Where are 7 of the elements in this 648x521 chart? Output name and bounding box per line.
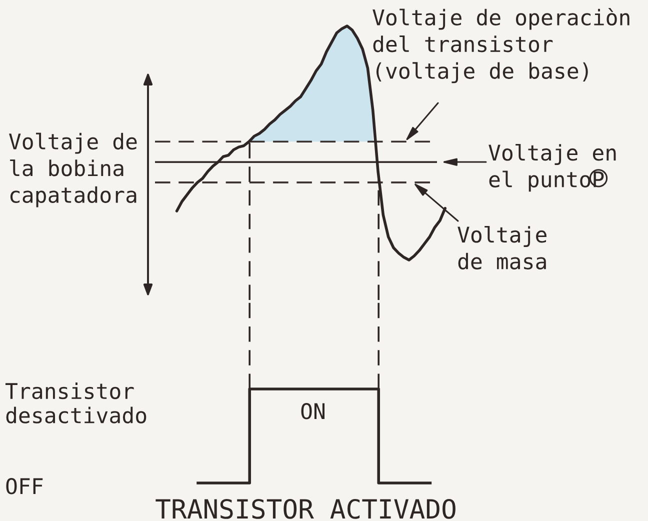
x-axis-title: TRANSISTOR ACTIVADO	[156, 498, 456, 519]
text: Transistor desactivado	[5, 382, 146, 424]
ref-line-label: Voltaje de operaciòn del transistor (voltaje de base)	[372, 8, 630, 84]
ref-line-label: Voltaje de masa	[458, 226, 546, 270]
text: OFF	[6, 478, 43, 494]
annotation: ON	[301, 403, 324, 420]
y-axis-title: Voltaje de la bobina capatadora	[8, 132, 137, 208]
